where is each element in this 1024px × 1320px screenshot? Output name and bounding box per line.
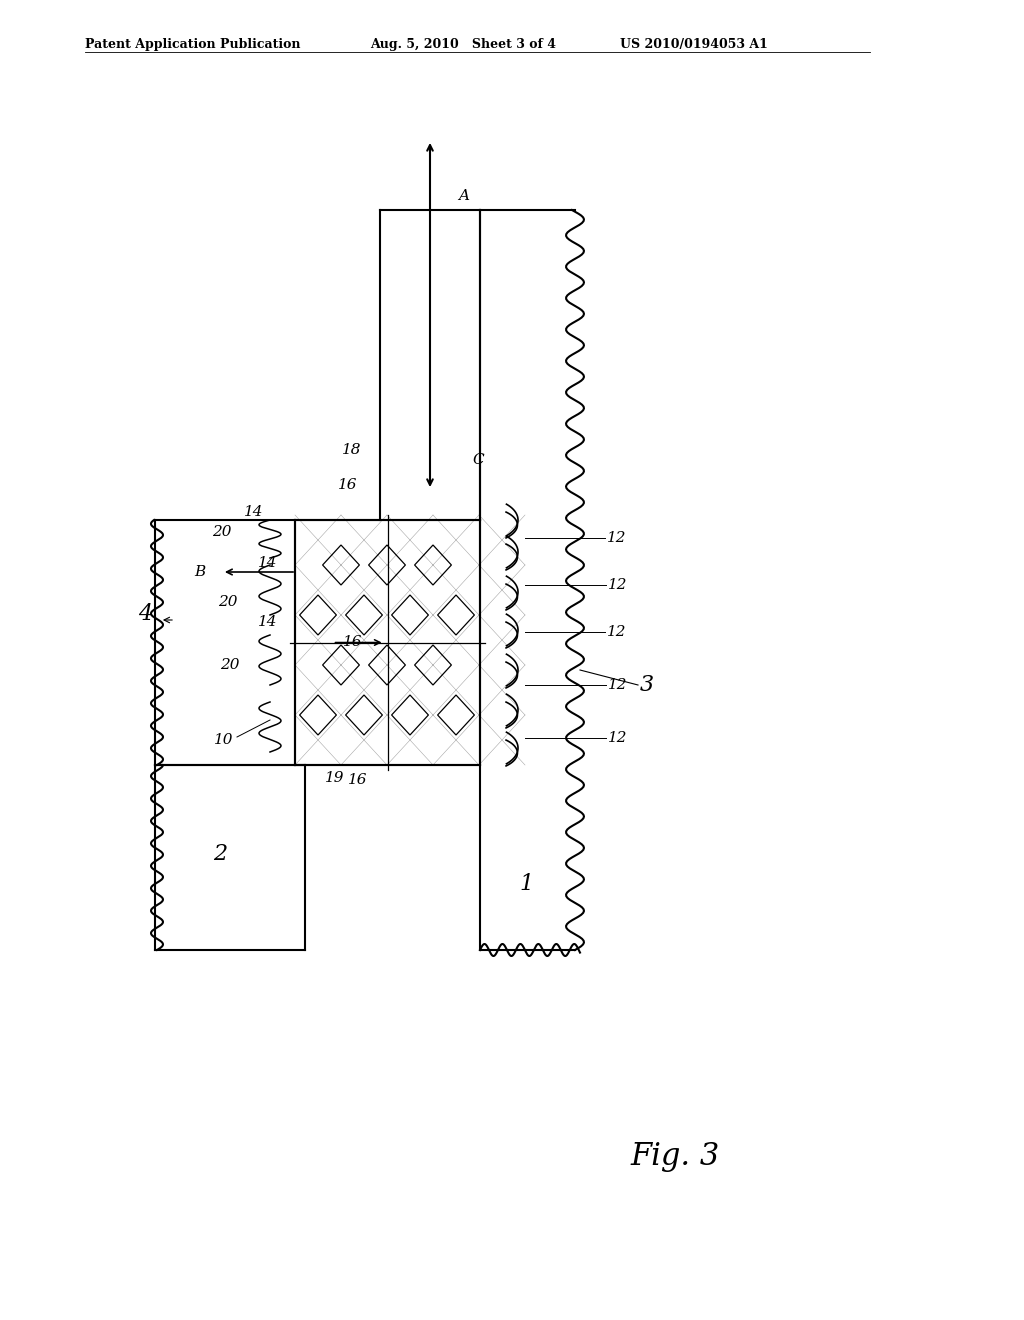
Text: 16: 16 (348, 774, 368, 787)
Text: B: B (195, 565, 206, 579)
Text: 14: 14 (257, 556, 278, 570)
Text: 12: 12 (608, 731, 628, 744)
Text: US 2010/0194053 A1: US 2010/0194053 A1 (620, 38, 768, 51)
Text: 1: 1 (520, 873, 535, 895)
Text: A: A (458, 189, 469, 203)
Text: 18: 18 (342, 444, 361, 457)
Text: 16: 16 (338, 478, 357, 492)
Text: 12: 12 (608, 678, 628, 692)
Text: 4: 4 (138, 603, 152, 624)
Text: 10: 10 (213, 733, 233, 747)
Text: 20: 20 (218, 595, 238, 609)
Text: 2: 2 (213, 843, 227, 865)
Text: 12: 12 (607, 531, 627, 545)
Text: 12: 12 (607, 624, 627, 639)
Text: 3: 3 (640, 675, 654, 696)
Text: 16: 16 (343, 635, 362, 649)
Text: Patent Application Publication: Patent Application Publication (85, 38, 300, 51)
Text: 14: 14 (257, 615, 278, 630)
Text: Fig. 3: Fig. 3 (630, 1140, 719, 1172)
Text: 14: 14 (244, 506, 263, 519)
Text: 19: 19 (326, 771, 345, 785)
Text: 12: 12 (608, 578, 628, 591)
Text: C: C (472, 453, 483, 467)
Text: 20: 20 (220, 657, 240, 672)
Text: 20: 20 (213, 525, 232, 539)
Text: Aug. 5, 2010   Sheet 3 of 4: Aug. 5, 2010 Sheet 3 of 4 (370, 38, 556, 51)
